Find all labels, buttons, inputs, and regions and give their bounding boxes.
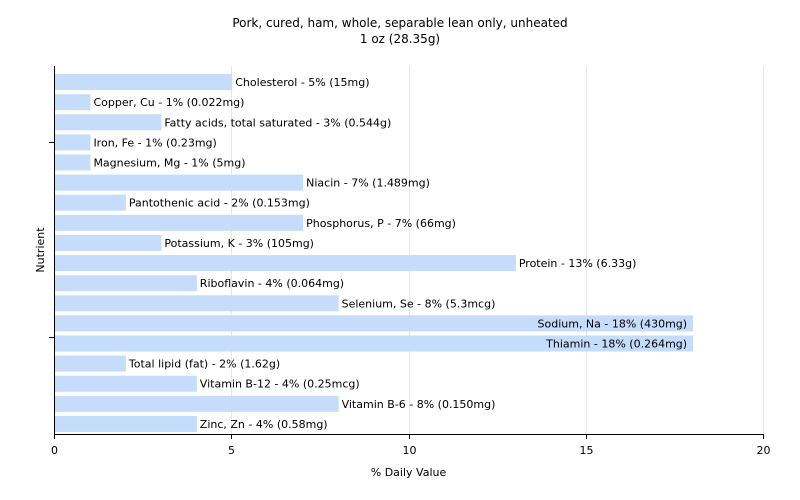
bar <box>55 295 339 312</box>
bar <box>55 214 304 231</box>
bar-label: Total lipid (fat) - 2% (1.62g) <box>128 358 280 371</box>
bar <box>55 315 694 332</box>
bar-label: Iron, Fe - 1% (0.23mg) <box>93 136 216 149</box>
bar-label: Selenium, Se - 8% (5.3mcg) <box>342 297 496 310</box>
bar <box>55 94 91 111</box>
bar <box>55 74 233 91</box>
x-tick-label: 5 <box>228 444 235 457</box>
bar-label: Copper, Cu - 1% (0.022mg) <box>93 96 244 109</box>
chart-title: Pork, cured, ham, whole, separable lean … <box>232 16 568 30</box>
bars: Cholesterol - 5% (15mg) Copper, Cu - 1% (… <box>55 74 694 432</box>
bar <box>55 395 339 412</box>
bar-label: Potassium, K - 3% (105mg) <box>164 237 314 250</box>
bar <box>55 194 126 211</box>
bar-label: Vitamin B-12 - 4% (0.25mcg) <box>200 378 360 391</box>
bar <box>55 275 197 292</box>
bar <box>55 255 516 272</box>
x-tick-label: 15 <box>580 444 594 457</box>
bar <box>55 154 91 171</box>
chart-subtitle: 1 oz (28.35g) <box>359 32 441 46</box>
x-tick-label: 0 <box>51 444 58 457</box>
bar-label: Cholesterol - 5% (15mg) <box>235 76 369 89</box>
axes: 0 5 10 15 20 <box>49 66 771 457</box>
bar-label: Riboflavin - 4% (0.064mg) <box>200 277 344 290</box>
bar-label: Protein - 13% (6.33g) <box>519 257 637 270</box>
bar-label: Vitamin B-6 - 8% (0.150mg) <box>342 398 496 411</box>
bar <box>55 134 91 151</box>
bar <box>55 375 197 392</box>
bar <box>55 114 162 131</box>
bar <box>55 415 197 432</box>
x-tick-label: 10 <box>403 444 417 457</box>
bar-label: Sodium, Na - 18% (430mg) <box>538 317 688 330</box>
bar-label: Zinc, Zn - 4% (0.58mg) <box>200 418 328 431</box>
chart-title-block: Pork, cured, ham, whole, separable lean … <box>0 15 800 47</box>
bar-label: Niacin - 7% (1.489mg) <box>306 177 430 190</box>
bar <box>55 335 694 352</box>
bar <box>55 355 126 372</box>
bar <box>55 174 304 191</box>
bar-label: Fatty acids, total saturated - 3% (0.544… <box>164 116 391 129</box>
bar-label: Phosphorus, P - 7% (66mg) <box>306 217 456 230</box>
bar-label: Thiamin - 18% (0.264mg) <box>545 338 687 351</box>
bar-label: Magnesium, Mg - 1% (5mg) <box>93 157 245 170</box>
bar <box>55 234 162 251</box>
x-axis-label: % Daily Value <box>371 466 447 479</box>
bar-label: Pantothenic acid - 2% (0.153mg) <box>129 197 310 210</box>
y-axis-label: Nutrient <box>34 227 47 273</box>
gridlines <box>231 66 764 434</box>
x-tick-label: 20 <box>757 444 771 457</box>
